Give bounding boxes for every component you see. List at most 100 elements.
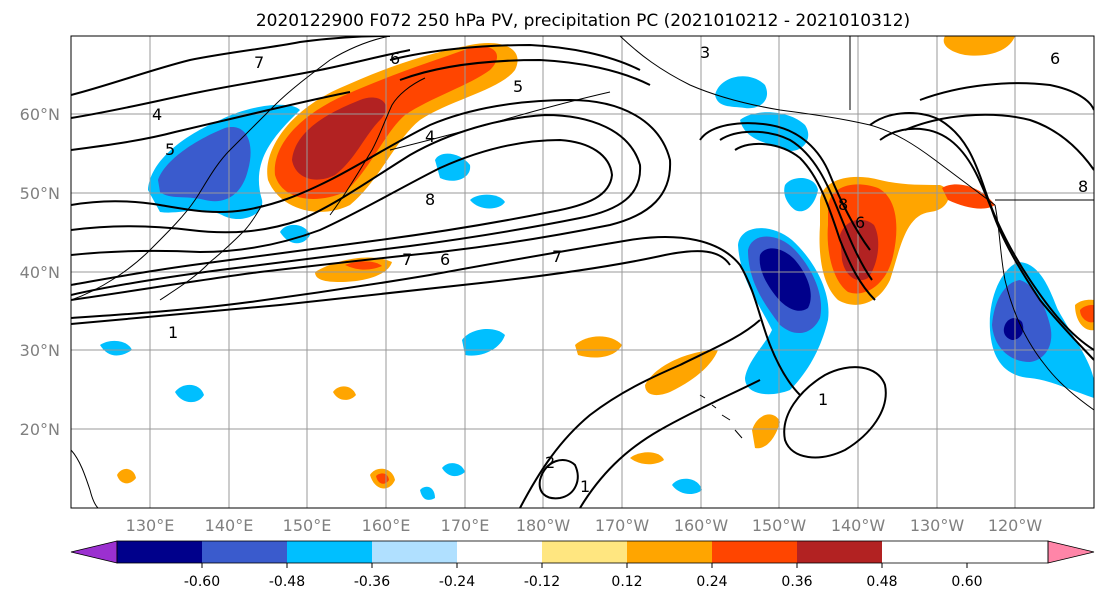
pv-contour	[71, 138, 614, 286]
map-panel: 7 6 4 5 5 4 8 7 6 7 1 1 2 1 8 6 8 6 3	[71, 36, 1094, 508]
pv-contour	[869, 112, 1094, 351]
pv-contour-label: 7	[254, 53, 264, 72]
precip-positive-area	[333, 386, 356, 400]
lon-tick-label: 160°E	[362, 516, 411, 535]
pv-contour-label: 7	[552, 247, 562, 266]
pv-contour-label: 8	[838, 195, 848, 214]
lon-tick-label: 130°E	[126, 516, 175, 535]
alaska-coastline	[619, 36, 996, 206]
pv-contour-label: 1	[168, 323, 178, 342]
precip-positive-area	[645, 350, 718, 396]
precip-negative-area	[158, 127, 251, 202]
precip-negative-area	[100, 340, 132, 356]
precip-positive-area	[575, 336, 622, 358]
lon-tick-label: 140°E	[205, 516, 254, 535]
pv-contour	[719, 130, 873, 281]
pv-contour-label: 4	[152, 105, 162, 124]
pv-contour	[71, 113, 642, 296]
lon-tick-label: 170°E	[441, 516, 490, 535]
precip-positive-area	[943, 36, 1015, 56]
pv-contour	[399, 58, 651, 86]
colorbar-ticks	[201, 563, 968, 568]
colorbar-tick-label: 0.12	[611, 574, 642, 590]
colorbar-tick-label: 0.48	[866, 574, 897, 590]
lat-tick-label: 40°N	[20, 263, 60, 282]
colorbar-segment	[542, 541, 627, 563]
colorbar-max-extend	[1047, 540, 1095, 564]
philippines-coast	[71, 449, 99, 508]
colorbar-segment	[457, 541, 542, 563]
pv-contour-label: 4	[425, 127, 435, 146]
pv-contour	[71, 36, 391, 96]
pv-contour-label: 2	[545, 453, 555, 472]
colorbar-tick-label: 0.36	[781, 574, 812, 590]
lon-tick-label: 150°W	[752, 516, 807, 535]
precip-positive-area	[117, 468, 136, 484]
precip-negative-area	[175, 384, 204, 403]
pv-contour-label: 6	[1050, 49, 1060, 68]
colorbar-tick-label: -0.24	[439, 574, 475, 590]
precip-negative-area	[420, 486, 435, 500]
colorbar-segment	[287, 541, 372, 563]
map-frame	[70, 35, 1095, 509]
pv-contour-label: 8	[1078, 177, 1088, 196]
pv-contour-label: 1	[818, 390, 828, 409]
pv-contour	[71, 91, 351, 151]
pv-contour	[538, 459, 579, 500]
precip-shading	[100, 36, 1094, 500]
hawaii-islands	[699, 394, 743, 439]
colorbar-segment	[797, 541, 882, 563]
precip-positive-area	[1080, 304, 1094, 323]
lon-tick-label: 170°W	[595, 516, 650, 535]
pv-contour-labels: 7 6 4 5 5 4 8 7 6 7 1 1 2 1 8 6 8 6 3	[152, 43, 1088, 496]
colorbar-tick-label: -0.60	[184, 574, 220, 590]
pv-contour	[519, 319, 761, 508]
precip-positive-area	[630, 452, 664, 465]
colorbar-segment	[712, 541, 797, 563]
figure-title: 2020122900 F072 250 hPa PV, precipitatio…	[256, 11, 910, 31]
lon-tick-label: 180°W	[516, 516, 571, 535]
pv-contour-label: 5	[165, 140, 175, 159]
precip-negative-area	[672, 478, 702, 495]
colorbar-min-extend	[70, 540, 118, 564]
north-america-coastline	[994, 204, 1094, 411]
precip-negative-area	[442, 463, 465, 477]
precip-negative-area	[280, 224, 310, 244]
colorbar-tick-label: -0.36	[354, 574, 390, 590]
precip-negative-area	[784, 178, 818, 212]
pv-contour	[783, 366, 887, 459]
pv-contour-label: 3	[700, 43, 710, 62]
pv-contour	[734, 142, 876, 301]
pv-contour-label: 8	[425, 190, 435, 209]
lat-tick-label: 20°N	[20, 420, 60, 439]
precip-negative-area	[462, 328, 505, 356]
kamchatka-coastline	[329, 77, 426, 216]
pv-contours	[71, 36, 1094, 508]
pv-contour	[389, 43, 641, 71]
colorbar-tick-label: -0.48	[269, 574, 305, 590]
pv-contour	[71, 236, 801, 396]
colorbar: -0.60 -0.48 -0.36 -0.24 -0.12 0.12 0.24 …	[70, 540, 1095, 590]
pv-contour	[579, 379, 761, 508]
pv-contour-label: 5	[513, 77, 523, 96]
precip-positive-area	[345, 261, 382, 270]
pv-contour	[699, 122, 871, 251]
pv-contour	[71, 250, 731, 325]
colorbar-tick-label: -0.12	[524, 574, 560, 590]
precip-negative-area	[715, 76, 768, 109]
precip-negative-area	[992, 280, 1052, 362]
precip-negative-area	[470, 194, 505, 209]
colorbar-segment	[202, 541, 287, 563]
precip-positive-area	[752, 414, 780, 449]
pv-contour-label: 6	[855, 213, 865, 232]
precip-negative-area	[759, 248, 811, 311]
lat-tick-label: 60°N	[20, 105, 60, 124]
lon-tick-label: 130°W	[910, 516, 965, 535]
colorbar-tick-label: 0.24	[696, 574, 727, 590]
colorbar-tick-label: 0.60	[951, 574, 982, 590]
longitude-axis: 130°E 140°E 150°E 160°E 170°E 180°W 170°…	[126, 516, 1043, 535]
lon-tick-label: 160°W	[674, 516, 729, 535]
pv-contour	[879, 127, 1094, 361]
latitude-axis: 60°N 50°N 40°N 30°N 20°N	[20, 105, 60, 439]
